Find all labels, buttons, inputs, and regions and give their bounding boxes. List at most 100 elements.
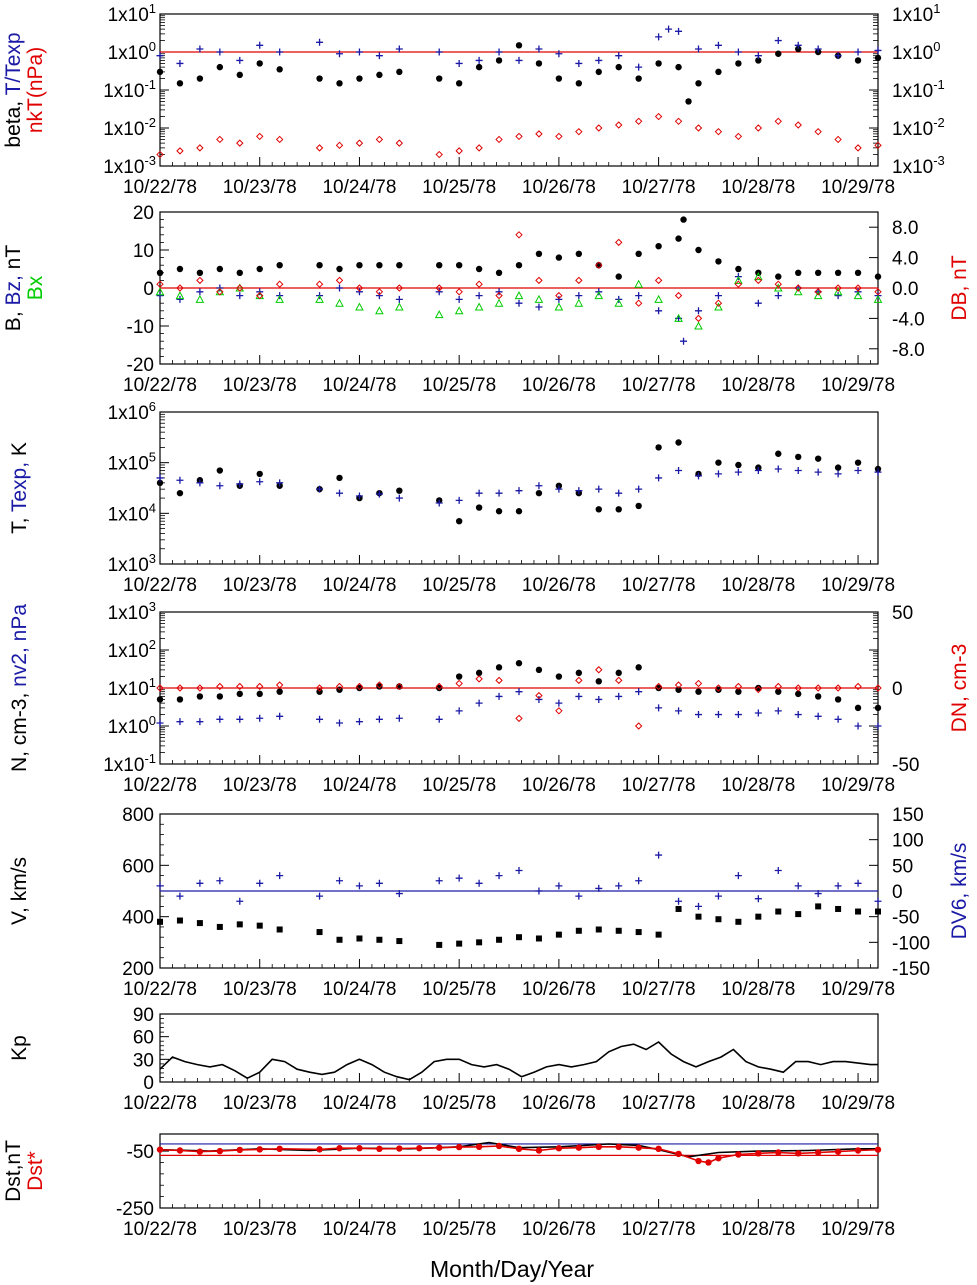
data-point bbox=[355, 139, 364, 147]
series-1 bbox=[156, 25, 882, 71]
data-point bbox=[735, 60, 742, 67]
data-point bbox=[635, 75, 642, 82]
y2-tick-label: 8.0 bbox=[892, 218, 918, 239]
data-point bbox=[794, 41, 802, 49]
data-point bbox=[236, 269, 243, 276]
x-tick-label: 10/29/78 bbox=[821, 775, 895, 796]
panel-frame bbox=[159, 411, 879, 565]
y-tick-label: -10 bbox=[127, 317, 154, 338]
x-tick-label: 10/27/78 bbox=[622, 375, 696, 396]
x-tick-label: 10/28/78 bbox=[721, 979, 795, 1000]
data-point bbox=[156, 696, 164, 703]
data-point bbox=[635, 688, 643, 696]
data-point bbox=[276, 926, 283, 933]
data-point bbox=[515, 132, 523, 141]
data-point bbox=[555, 254, 563, 261]
data-point bbox=[435, 150, 443, 159]
data-point bbox=[735, 461, 742, 469]
data-point bbox=[216, 1147, 224, 1155]
data-point bbox=[276, 262, 283, 269]
data-point bbox=[714, 299, 723, 307]
data-point bbox=[395, 139, 404, 147]
data-point bbox=[495, 1142, 503, 1150]
data-point bbox=[395, 494, 403, 502]
data-point bbox=[335, 298, 344, 307]
data-point bbox=[236, 71, 243, 79]
x-tick-label: 10/27/78 bbox=[622, 1219, 696, 1240]
data-point bbox=[355, 48, 363, 56]
data-point bbox=[336, 265, 343, 273]
panel-temperature: 1x103 1x104 1x105 1x106 10/22/78 10/23/78 10/2… bbox=[8, 399, 895, 596]
data-point bbox=[395, 714, 403, 722]
data-point bbox=[715, 916, 722, 923]
data-point bbox=[196, 276, 204, 285]
panel-beta: 1x10-3 1x10-2 1x10-1 1x100 1x101 1x10-3 1x10-2… bbox=[2, 1, 945, 198]
data-point bbox=[834, 470, 842, 478]
x-tick-label: 10/22/78 bbox=[123, 177, 197, 198]
data-point bbox=[794, 467, 802, 475]
data-point bbox=[316, 715, 324, 723]
data-point bbox=[655, 444, 662, 451]
data-point bbox=[655, 243, 662, 250]
data-point bbox=[375, 490, 383, 498]
data-point bbox=[855, 908, 862, 915]
y-axis-label: Dst* bbox=[24, 1151, 47, 1191]
data-point bbox=[775, 50, 782, 57]
data-point bbox=[256, 291, 264, 300]
data-point bbox=[435, 284, 443, 292]
data-point bbox=[435, 48, 443, 56]
data-point bbox=[236, 1146, 243, 1154]
data-point bbox=[196, 879, 204, 887]
data-point bbox=[755, 913, 762, 920]
data-point bbox=[455, 1143, 463, 1151]
data-point bbox=[535, 666, 543, 674]
data-point bbox=[874, 54, 882, 62]
data-point bbox=[355, 718, 363, 726]
data-point bbox=[515, 508, 523, 515]
y-axis-label: nkT(nPa) bbox=[24, 47, 47, 133]
data-point bbox=[675, 905, 682, 912]
data-point bbox=[394, 302, 404, 311]
data-point bbox=[455, 262, 463, 269]
data-point bbox=[734, 468, 742, 476]
data-point bbox=[176, 476, 184, 484]
data-point bbox=[874, 141, 882, 150]
data-point bbox=[734, 275, 743, 284]
data-point bbox=[196, 75, 204, 82]
data-point bbox=[795, 690, 802, 698]
data-point bbox=[675, 63, 682, 71]
y-tick-label: 1x101 bbox=[108, 675, 156, 700]
data-point bbox=[256, 41, 264, 49]
series-0 bbox=[156, 216, 882, 280]
data-point bbox=[775, 1149, 782, 1156]
data-point bbox=[436, 262, 443, 269]
data-point bbox=[336, 936, 343, 943]
y-tick-label: 1x100 bbox=[108, 39, 156, 64]
data-point bbox=[834, 52, 842, 60]
data-point bbox=[734, 280, 743, 288]
data-point bbox=[854, 48, 862, 56]
data-point bbox=[715, 686, 722, 693]
data-point bbox=[474, 302, 484, 311]
data-point bbox=[176, 284, 184, 292]
data-point bbox=[375, 288, 384, 296]
series-0 bbox=[156, 42, 882, 105]
data-point bbox=[705, 1159, 712, 1166]
data-point bbox=[236, 682, 244, 691]
series-2 bbox=[155, 272, 883, 330]
data-point bbox=[216, 288, 224, 296]
data-point bbox=[615, 273, 622, 280]
x-tick-label: 10/26/78 bbox=[522, 979, 596, 1000]
data-point bbox=[515, 714, 523, 723]
data-point bbox=[156, 719, 164, 727]
data-point bbox=[595, 56, 603, 64]
data-point bbox=[355, 682, 364, 691]
data-point bbox=[695, 307, 702, 315]
data-point bbox=[196, 1148, 204, 1155]
y-tick-label: 400 bbox=[122, 908, 154, 929]
data-point bbox=[574, 298, 584, 307]
data-point bbox=[434, 310, 444, 319]
data-point bbox=[256, 714, 264, 722]
data-point bbox=[376, 262, 383, 269]
series-1 bbox=[156, 688, 882, 730]
